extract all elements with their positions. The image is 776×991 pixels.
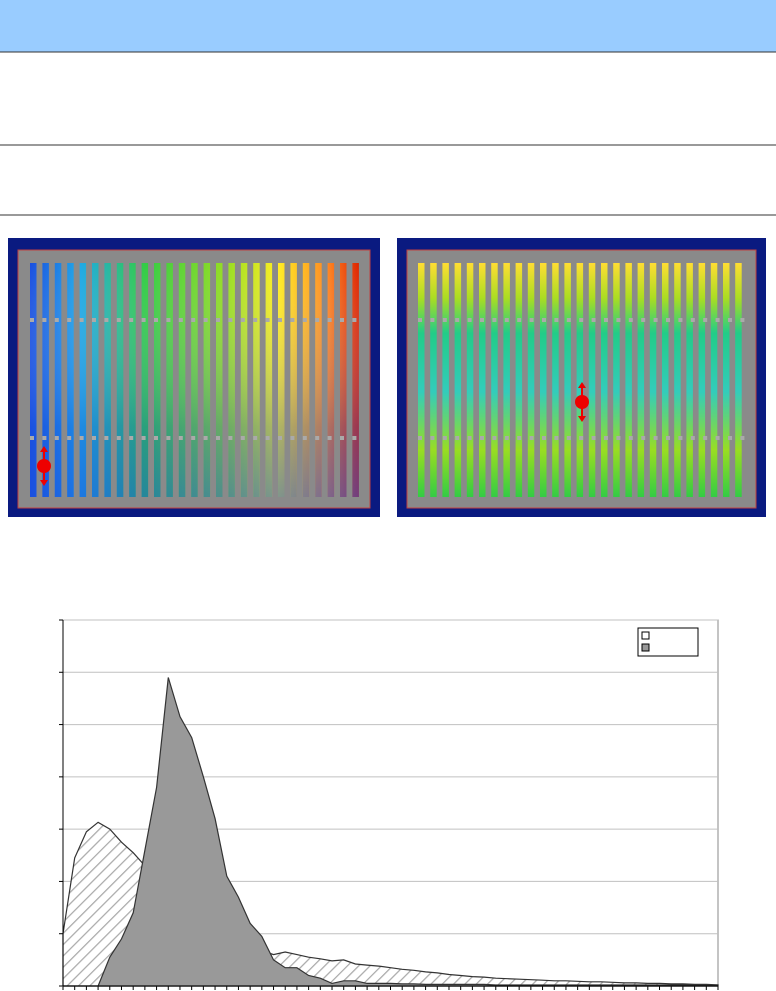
stripe [601, 263, 608, 497]
stripe-shade [352, 263, 359, 497]
stripe [515, 263, 523, 497]
stripe [576, 263, 584, 497]
stripe-shade [265, 263, 273, 497]
stripe-shade [154, 263, 161, 497]
stripe-shade [92, 263, 99, 497]
legend-swatch [641, 631, 650, 640]
stripe [564, 263, 571, 497]
stripe [674, 263, 681, 497]
stripe-shade [253, 263, 260, 497]
stripe [710, 263, 718, 497]
stripe-shade [104, 263, 111, 497]
stripe-shade [166, 263, 173, 497]
stripe-shade [129, 263, 136, 497]
simulation-image [397, 238, 766, 517]
stripe [479, 263, 486, 497]
stripe [503, 263, 510, 497]
stripe [662, 263, 669, 497]
stripe-shade [290, 263, 297, 497]
stripe [698, 263, 706, 497]
stripe [418, 263, 425, 497]
stripe [552, 263, 559, 497]
stripe-shade [228, 263, 235, 497]
stripe-shade [141, 263, 149, 497]
stripe-shade [67, 263, 74, 497]
stripe [442, 263, 449, 497]
stripe [686, 263, 693, 497]
stripe [454, 263, 462, 497]
stripe [466, 263, 474, 497]
chart [59, 619, 719, 990]
header-band [0, 0, 776, 52]
marker-dot [575, 395, 589, 409]
stripe-shade [191, 263, 198, 497]
simulation-image [8, 238, 380, 517]
area [63, 677, 719, 987]
stripe [735, 263, 742, 497]
stripe [491, 263, 498, 497]
stripe-shade [42, 263, 49, 497]
stripe-shade [216, 263, 223, 497]
stripe [637, 263, 645, 497]
stripe-shade [327, 263, 335, 497]
stripe [527, 263, 535, 497]
stripe-shade [203, 263, 211, 497]
stripe [588, 263, 596, 497]
stripe-shade [30, 263, 37, 497]
legend-swatch [641, 643, 650, 652]
stripe [649, 263, 657, 497]
stripe-shade [54, 263, 62, 497]
stripe-shade [340, 263, 347, 497]
stripe-shade [278, 263, 285, 497]
stripe [625, 263, 632, 497]
stripe-shade [240, 263, 248, 497]
stripe-shade [79, 263, 87, 497]
marker-dot [37, 459, 51, 473]
stripe [613, 263, 620, 497]
stripe [540, 263, 547, 497]
stripe [430, 263, 437, 497]
stripe-shade [178, 263, 186, 497]
stripe [723, 263, 730, 497]
stripe-shade [116, 263, 124, 497]
stripe-shade [302, 263, 310, 497]
stripe-shade [315, 263, 322, 497]
